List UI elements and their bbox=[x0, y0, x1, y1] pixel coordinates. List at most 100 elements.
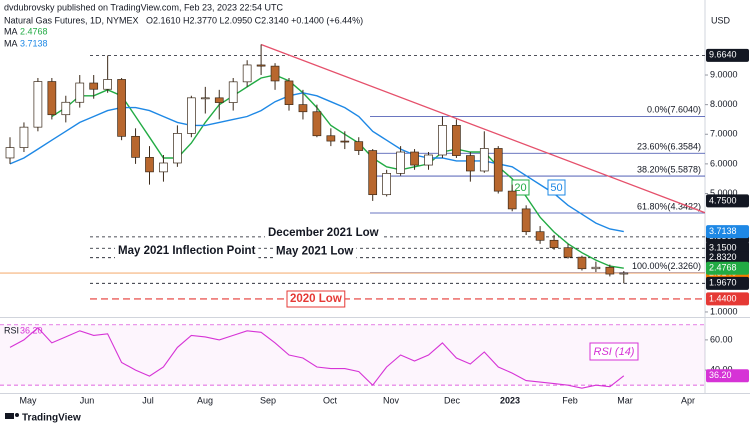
ma-legend-value: 2.4768 bbox=[20, 26, 48, 36]
level-label-box bbox=[706, 48, 749, 62]
x-tick-label: Oct bbox=[323, 395, 338, 405]
ohlc-legend: O2.1610 H2.3770 L2.0950 C2.3140 +0.1400 … bbox=[146, 15, 363, 25]
candle-body bbox=[452, 125, 461, 156]
candle-body bbox=[75, 82, 85, 103]
annotation: 2020 Low bbox=[290, 293, 342, 305]
rsi-period-box bbox=[589, 342, 639, 361]
candle-body bbox=[298, 104, 308, 113]
candle-body bbox=[619, 272, 629, 275]
rsi-axis-label: 36.20 bbox=[709, 370, 732, 380]
candle-body bbox=[103, 79, 113, 90]
candle-body bbox=[131, 135, 140, 158]
candle-body bbox=[396, 151, 405, 174]
candle-body bbox=[228, 81, 238, 103]
candle-body bbox=[493, 148, 503, 192]
candle-body bbox=[354, 141, 364, 151]
candle-body bbox=[312, 111, 322, 137]
candle-body bbox=[410, 151, 419, 166]
level-label: 4.7500 bbox=[709, 195, 737, 205]
ma-period-box bbox=[547, 179, 566, 196]
fib-label: 23.60%(6.3584) bbox=[637, 142, 701, 152]
fib-label: 0.0%(7.6040) bbox=[647, 105, 701, 115]
candle-body bbox=[479, 148, 489, 172]
candle-body bbox=[5, 147, 15, 159]
level-label-box bbox=[706, 194, 749, 208]
level-label: 9.6640 bbox=[709, 50, 737, 60]
candle-body bbox=[521, 208, 531, 233]
chart-title: Natural Gas Futures, 1D, NYMEX bbox=[4, 15, 139, 25]
annotation-box bbox=[265, 224, 382, 241]
x-tick-label: Sep bbox=[260, 395, 276, 405]
y-tick-label: 7.0000 bbox=[710, 129, 738, 139]
x-tick-label: Jun bbox=[80, 395, 95, 405]
level-label-box bbox=[706, 251, 749, 265]
candle-body bbox=[47, 81, 57, 116]
x-tick-label: Feb bbox=[562, 395, 578, 405]
rsi-period: RSI (14) bbox=[594, 346, 635, 358]
candle-body bbox=[159, 162, 168, 173]
ma-axis-label-box bbox=[706, 261, 749, 275]
level-label-box bbox=[706, 292, 749, 306]
candle-body bbox=[61, 101, 71, 116]
candle-body bbox=[507, 190, 517, 210]
rsi-tick-label: 60.00 bbox=[710, 334, 733, 344]
candle-body bbox=[242, 64, 252, 83]
candle-body bbox=[326, 135, 336, 142]
ma-period: 50 bbox=[550, 182, 562, 194]
candle-body bbox=[173, 133, 182, 164]
candle-body bbox=[284, 80, 294, 105]
fib-label: 100.00%(2.3260) bbox=[632, 261, 701, 271]
candle-body bbox=[591, 266, 601, 270]
x-tick-label: May bbox=[19, 395, 37, 405]
candle-body bbox=[438, 125, 447, 156]
candle-body bbox=[535, 231, 545, 241]
rsi-legend-value: 36.20 bbox=[20, 325, 43, 335]
candle-body bbox=[605, 266, 615, 275]
ma-legend-name: MA bbox=[4, 26, 18, 36]
ma-legend-value: 3.7138 bbox=[20, 38, 48, 48]
ma-axis-label-box bbox=[706, 225, 749, 239]
rsi-line bbox=[9, 327, 625, 389]
trendline bbox=[260, 43, 705, 214]
moving-average bbox=[51, 74, 624, 269]
y-tick-label: 6.0000 bbox=[710, 158, 738, 168]
annotation: December 2021 Low bbox=[268, 227, 379, 239]
y-tick-label: 1.0000 bbox=[710, 306, 738, 316]
annotation-box bbox=[273, 243, 357, 260]
annotation: May 2021 Inflection Point bbox=[118, 245, 256, 257]
level-label: 1.9670 bbox=[709, 278, 737, 288]
level-label: 3.1500 bbox=[709, 243, 737, 253]
candle-body bbox=[368, 150, 378, 196]
brand: TradingView bbox=[22, 413, 81, 424]
candle-body bbox=[117, 79, 126, 137]
annotation-box bbox=[286, 290, 346, 308]
x-tick-label: Dec bbox=[444, 395, 461, 405]
publisher: dvdubrovsky published on TradingView.com… bbox=[4, 2, 284, 12]
level-label: 2.8320 bbox=[709, 252, 737, 262]
currency: USD bbox=[711, 15, 731, 25]
candle-body bbox=[549, 239, 559, 249]
x-tick-label: Aug bbox=[197, 395, 213, 405]
ma-axis-label: 2.4768 bbox=[709, 263, 737, 273]
candle-body bbox=[424, 154, 433, 166]
candle-body bbox=[214, 97, 224, 103]
candle-body bbox=[382, 173, 391, 196]
annotation: May 2021 Low bbox=[276, 246, 353, 258]
x-tick-label: Mar bbox=[617, 395, 633, 405]
y-tick-label: 9.0000 bbox=[710, 69, 738, 79]
rsi-legend-name: RSI bbox=[4, 325, 19, 335]
footer-logo bbox=[5, 413, 19, 419]
ma-legend-name: MA bbox=[4, 38, 18, 48]
candle-body bbox=[577, 256, 587, 270]
rsi-axis-label-box bbox=[706, 369, 749, 383]
y-tick-label: 8.0000 bbox=[710, 99, 738, 109]
ma-axis-label: 3.7138 bbox=[709, 226, 737, 236]
candle-body bbox=[340, 140, 350, 143]
x-tick-label: Nov bbox=[383, 395, 400, 405]
annotation-box bbox=[115, 243, 259, 259]
candle-body bbox=[256, 64, 266, 67]
level-label: 1.4400 bbox=[709, 293, 737, 303]
rsi-pane bbox=[0, 324, 705, 389]
y-tick-label: 5.0000 bbox=[710, 188, 738, 198]
x-tick-label: 2023 bbox=[500, 395, 520, 405]
